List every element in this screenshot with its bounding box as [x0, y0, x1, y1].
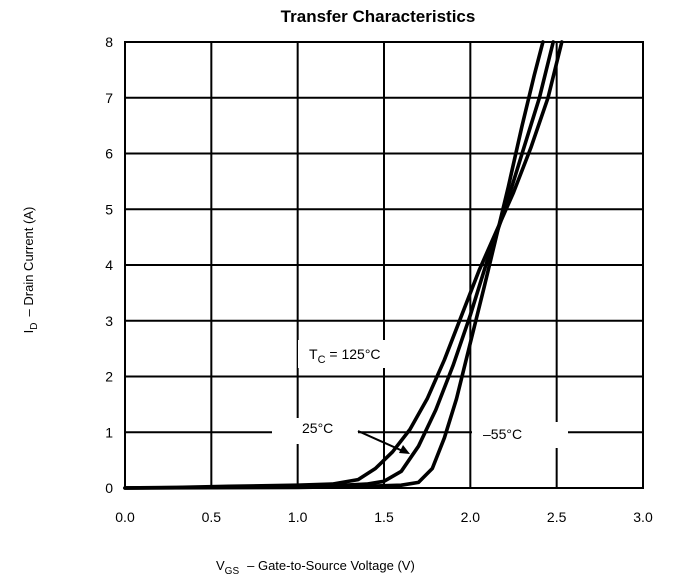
y-tick-label-2: 2 — [105, 369, 113, 385]
t25-label: 25°C — [302, 420, 333, 436]
y-axis-title: ID – Drain Current (A) — [21, 207, 40, 334]
t25-leader — [357, 430, 406, 453]
xlabel-rest: – Gate-to-Source Voltage (V) — [247, 558, 415, 573]
tc-annotation: TC = 125°C — [309, 346, 381, 366]
x-tick-label-3: 1.5 — [374, 509, 394, 525]
series-group — [123, 40, 564, 490]
series-line-2 — [123, 40, 545, 490]
y-tick-label-1: 1 — [105, 424, 113, 440]
x-tick-label-1: 0.5 — [202, 509, 222, 525]
t25-label-bg — [272, 418, 358, 444]
tc-main: T — [309, 346, 318, 362]
ylabel-rest: – Drain Current (A) — [21, 207, 36, 317]
y-tick-label-4: 4 — [105, 257, 113, 273]
xlabel-sub: GS — [225, 566, 240, 577]
xlabel-main: V — [216, 558, 225, 573]
svg-text:ID– Drain Current (A): ID – Drain Current (A) — [21, 207, 40, 334]
y-tick-label-8: 8 — [105, 34, 113, 50]
tm55-annotation: –55°C — [483, 426, 522, 442]
y-tick-label-3: 3 — [105, 313, 113, 329]
x-tick-label-0: 0.0 — [115, 509, 135, 525]
ylabel-sub: D — [29, 322, 40, 329]
y-tick-label-0: 0 — [105, 480, 113, 496]
plot-frame — [124, 41, 644, 489]
tick-labels: 0.0 0.5 1.0 1.5 2.0 2.5 3.0 0 1 2 3 4 5 6 7 8 — [105, 34, 653, 525]
x-tick-label-2: 1.0 — [288, 509, 308, 525]
svg-text:TC = 125°C: TC = 125°C — [309, 346, 381, 366]
y-tick-label-7: 7 — [105, 90, 113, 106]
tc-label-bg — [298, 340, 426, 368]
t25-arrowhead — [399, 445, 410, 454]
x-tick-label-4: 2.0 — [461, 509, 481, 525]
ylabel-main: I — [21, 330, 36, 334]
y-tick-label-5: 5 — [105, 201, 113, 217]
chart-title: Transfer Characteristics — [281, 7, 476, 26]
tc-sub: C — [318, 354, 326, 366]
y-tick-label-6: 6 — [105, 146, 113, 162]
x-tick-label-6: 3.0 — [633, 509, 653, 525]
tm55-label: –55°C — [483, 426, 522, 442]
svg-text:VGS– Gate-to-Source Voltage (: VGS – Gate-to-Source Voltage (V) — [216, 558, 415, 577]
tc-rest: = 125°C — [326, 346, 381, 362]
t25-annotation: 25°C — [302, 420, 410, 454]
tm55-label-bg — [472, 422, 568, 448]
annotation-backgrounds — [272, 340, 568, 448]
grid — [124, 41, 644, 489]
x-tick-label-5: 2.5 — [547, 509, 567, 525]
x-axis-title: VGS – Gate-to-Source Voltage (V) — [216, 558, 415, 577]
